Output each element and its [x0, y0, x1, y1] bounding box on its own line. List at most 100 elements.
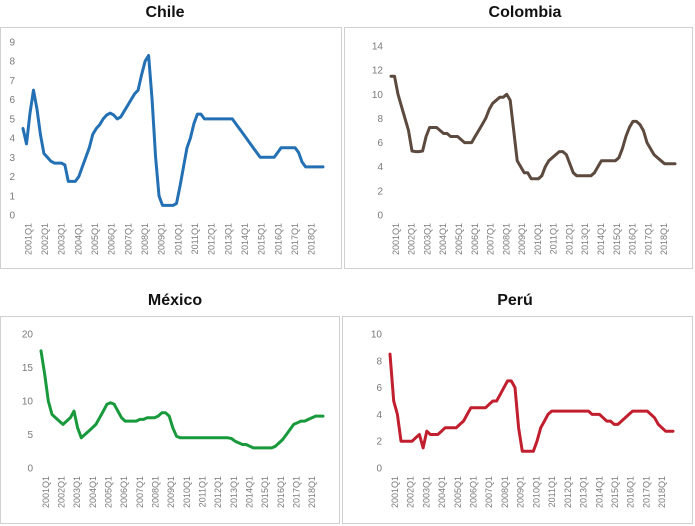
chart-svg-mexico: 0 5 10 15 20 2001Q1 2002Q1 2003Q1 2004Q1 2005Q1 20… [22, 330, 325, 508]
x-tick-label-chile-11: 2012Q1 [207, 223, 217, 255]
chart-panel-chile: 0 1 2 3 4 5 6 7 8 9 2001Q1 2002Q1 2003Q1 2004Q1 2005Q1… [0, 27, 342, 269]
x-tick-label-mexico-5: 2006Q1 [119, 476, 129, 508]
x-tick-label-chile-7: 2008Q1 [140, 223, 150, 255]
x-tick-label-colombia-6: 2007Q1 [486, 223, 496, 255]
y-tick-label-chile-3: 3 [9, 153, 15, 164]
x-tick-label-colombia-5: 2006Q1 [470, 223, 480, 255]
x-tick-label-colombia-7: 2008Q1 [501, 223, 511, 255]
y-tick-label-chile-0: 0 [9, 211, 15, 222]
x-tick-label-peru-6: 2007Q1 [484, 476, 494, 508]
x-tick-label-mexico-6: 2007Q1 [135, 476, 145, 508]
x-tick-label-colombia-12: 2013Q1 [580, 223, 590, 255]
y-tick-label-peru-1: 2 [376, 437, 382, 448]
x-tick-label-peru-0: 2001Q1 [390, 476, 400, 508]
y-tick-label-colombia-5: 10 [372, 90, 384, 101]
series-line-mexico-0 [39, 349, 325, 450]
x-tick-label-peru-1: 2002Q1 [406, 476, 416, 508]
x-tick-label-colombia-4: 2005Q1 [454, 223, 464, 255]
x-tick-label-mexico-2: 2003Q1 [72, 476, 82, 508]
chart-title-colombia: Colombia [488, 4, 562, 21]
chart-title-chile: Chile [145, 4, 185, 21]
x-tick-label-mexico-3: 2004Q1 [88, 476, 98, 508]
chart-panel-mexico: 0 5 10 15 20 2001Q1 2002Q1 2003Q1 2004Q1 2005Q1 20… [0, 316, 340, 524]
x-tick-label-peru-10: 2011Q1 [547, 476, 557, 507]
x-tick-label-peru-11: 2012Q1 [563, 476, 573, 508]
y-tick-label-chile-9: 9 [9, 38, 15, 49]
x-tick-label-peru-12: 2013Q1 [579, 476, 589, 508]
y-tick-label-chile-7: 7 [9, 76, 15, 87]
x-tick-label-mexico-4: 2005Q1 [104, 476, 114, 508]
series-line-chile-0 [21, 54, 325, 207]
x-tick-label-chile-6: 2007Q1 [123, 223, 133, 255]
x-tick-label-colombia-2: 2003Q1 [422, 223, 432, 255]
x-tick-label-colombia-3: 2004Q1 [438, 223, 448, 255]
x-tick-label-colombia-0: 2001Q1 [391, 223, 401, 255]
x-tick-label-mexico-0: 2001Q1 [41, 476, 51, 508]
x-tick-label-peru-2: 2003Q1 [421, 476, 431, 508]
series-line-colombia-0 [389, 74, 677, 181]
y-tick-label-colombia-2: 4 [377, 162, 383, 173]
y-tick-label-chile-1: 1 [9, 191, 15, 202]
x-tick-label-chile-0: 2001Q1 [23, 223, 33, 255]
x-tick-label-chile-1: 2002Q1 [40, 223, 50, 255]
x-tick-label-colombia-15: 2016Q1 [628, 223, 638, 255]
y-tick-label-colombia-4: 8 [377, 114, 383, 125]
x-tick-label-colombia-16: 2017Q1 [643, 223, 653, 255]
x-tick-label-colombia-10: 2011Q1 [549, 223, 559, 254]
x-tick-label-mexico-10: 2011Q1 [198, 476, 208, 507]
y-tick-label-mexico-3: 15 [22, 363, 34, 374]
y-tick-label-peru-2: 4 [376, 410, 382, 421]
y-tick-label-mexico-1: 5 [27, 430, 33, 441]
x-tick-label-peru-7: 2008Q1 [500, 476, 510, 508]
y-tick-label-peru-3: 6 [376, 383, 382, 394]
y-tick-label-mexico-2: 10 [22, 397, 34, 408]
x-tick-label-colombia-9: 2010Q1 [533, 223, 543, 255]
x-tick-label-mexico-16: 2017Q1 [292, 476, 302, 508]
chart-svg-colombia: 0 2 4 6 8 10 12 14 2001Q1 2002Q1 2003Q1 2004Q1 2005Q… [372, 42, 677, 255]
x-tick-label-mexico-12: 2013Q1 [229, 476, 239, 508]
chart-title-peru: Perú [497, 292, 533, 309]
y-tick-label-mexico-0: 0 [27, 464, 33, 475]
y-tick-label-chile-6: 6 [9, 95, 15, 106]
x-tick-label-peru-17: 2018Q1 [657, 476, 667, 508]
y-tick-label-chile-2: 2 [9, 172, 15, 183]
x-tick-label-colombia-17: 2018Q1 [659, 223, 669, 255]
x-tick-label-peru-14: 2015Q1 [610, 476, 620, 508]
x-tick-label-chile-16: 2017Q1 [290, 223, 300, 255]
y-tick-label-colombia-1: 2 [377, 186, 383, 197]
chart-panel-colombia: 0 2 4 6 8 10 12 14 2001Q1 2002Q1 2003Q1 2004Q1 2005Q… [344, 27, 693, 269]
y-tick-label-chile-4: 4 [9, 134, 15, 145]
x-tick-label-chile-2: 2003Q1 [57, 223, 67, 255]
y-tick-label-colombia-6: 12 [372, 66, 384, 77]
x-tick-label-mexico-15: 2016Q1 [276, 476, 286, 508]
x-tick-label-mexico-1: 2002Q1 [57, 476, 67, 508]
y-tick-label-chile-5: 5 [9, 114, 15, 125]
y-tick-label-colombia-3: 6 [377, 138, 383, 149]
y-tick-label-mexico-4: 20 [22, 330, 34, 341]
y-tick-label-colombia-7: 14 [372, 42, 384, 53]
x-tick-label-chile-10: 2011Q1 [190, 223, 200, 254]
x-tick-label-chile-5: 2006Q1 [107, 223, 117, 255]
x-tick-label-mexico-11: 2012Q1 [213, 476, 223, 508]
chart-title-mexico: México [147, 292, 203, 309]
x-tick-label-peru-9: 2010Q1 [531, 476, 541, 508]
series-line-peru-0 [388, 352, 675, 453]
x-tick-label-chile-8: 2009Q1 [157, 223, 167, 255]
x-tick-label-colombia-1: 2002Q1 [407, 223, 417, 255]
x-tick-label-mexico-7: 2008Q1 [151, 476, 161, 508]
x-tick-label-peru-13: 2014Q1 [594, 476, 604, 508]
chart-panel-peru: 0 2 4 6 8 10 2001Q1 2002Q1 2003Q1 2004Q1 2005Q1 200… [342, 316, 693, 524]
x-tick-label-mexico-17: 2018Q1 [307, 476, 317, 508]
x-tick-label-chile-13: 2014Q1 [240, 223, 250, 255]
x-tick-label-mexico-13: 2014Q1 [245, 476, 255, 508]
x-tick-label-chile-12: 2013Q1 [223, 223, 233, 255]
x-tick-label-chile-3: 2004Q1 [73, 223, 83, 255]
chart-svg-chile: 0 1 2 3 4 5 6 7 8 9 2001Q1 2002Q1 2003Q1 2004Q1 2005Q1… [9, 38, 325, 255]
x-tick-label-chile-4: 2005Q1 [90, 223, 100, 255]
x-tick-label-peru-15: 2016Q1 [626, 476, 636, 508]
x-tick-label-peru-16: 2017Q1 [641, 476, 651, 508]
x-tick-label-peru-8: 2009Q1 [516, 476, 526, 508]
x-tick-label-chile-9: 2010Q1 [173, 223, 183, 255]
x-tick-label-chile-17: 2018Q1 [307, 223, 317, 255]
y-tick-label-peru-0: 0 [376, 464, 382, 475]
